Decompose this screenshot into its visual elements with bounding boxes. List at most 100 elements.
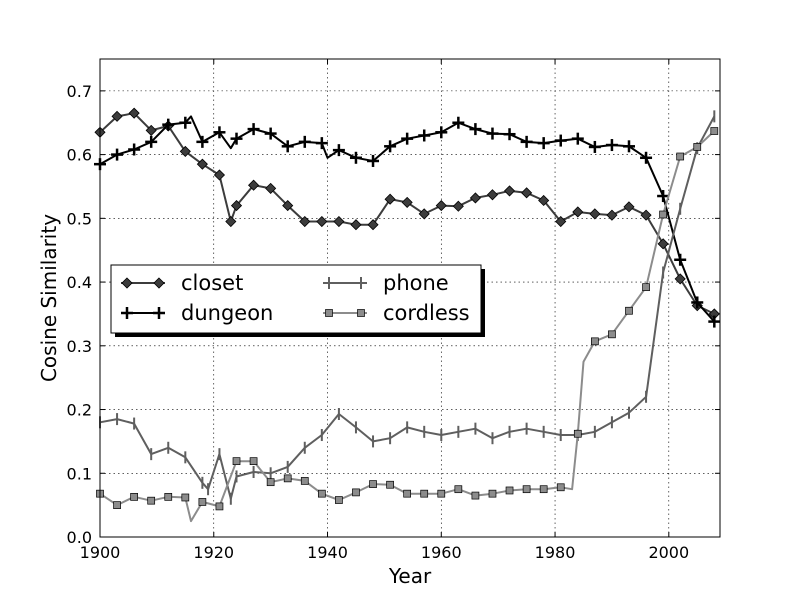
dungeon-marker: [588, 140, 601, 153]
plot-frame: [99, 58, 721, 538]
closet-marker: [486, 189, 499, 201]
cordless-marker: [471, 491, 480, 500]
cordless-marker: [522, 485, 531, 494]
cordless-marker: [556, 483, 565, 492]
dungeon-marker: [179, 116, 192, 129]
dungeon-marker: [571, 132, 584, 145]
closet-marker: [452, 200, 464, 212]
cordless-marker: [659, 210, 667, 219]
cordless-marker: [198, 498, 207, 506]
y-tick-label: 0.7: [67, 82, 92, 101]
dungeon-marker: [657, 190, 670, 203]
legend-swatch-marker: [153, 277, 165, 289]
dungeon-marker: [554, 134, 567, 147]
dungeon-marker: [605, 139, 618, 152]
legend-item-dungeon: dungeon: [121, 301, 273, 325]
cordless-marker: [130, 492, 138, 501]
closet-marker: [333, 215, 345, 228]
dungeon-marker: [230, 132, 243, 145]
dungeon-marker: [247, 123, 260, 136]
closet-marker: [196, 158, 208, 170]
cordless-marker: [625, 306, 633, 315]
legend-swatch-marker: [121, 277, 133, 289]
cordless-marker: [488, 489, 497, 498]
closet-marker: [299, 215, 311, 228]
legend-item-phone: phone: [323, 271, 449, 295]
dungeon-marker: [435, 126, 448, 139]
cordless-marker: [437, 489, 446, 498]
closet-marker: [503, 185, 516, 197]
cordless-marker: [420, 489, 429, 498]
legend-swatch-marker: [121, 307, 133, 319]
cordless-marker: [693, 143, 702, 151]
cordless-marker: [608, 330, 616, 339]
y-tick-label: 0.0: [67, 528, 92, 547]
legend-label: cordless: [383, 301, 470, 325]
ticks: 1900 1920 1940 1960 1980 2000 0.0 0.1 0.2 0.3 0.4 0…: [67, 59, 720, 562]
legend: closet dungeon phone cordless: [110, 264, 485, 337]
closet-marker: [589, 208, 601, 220]
dungeon-marker: [708, 315, 721, 328]
cordless-marker: [317, 489, 326, 498]
closet-marker: [213, 169, 226, 181]
legend-swatch-marker: [153, 307, 165, 319]
closet-marker: [367, 219, 379, 231]
closet-marker: [316, 215, 328, 228]
cordless-marker: [591, 337, 599, 346]
y-axis-label: Cosine Similarity: [37, 214, 61, 382]
dungeon-marker: [332, 144, 345, 157]
dungeon-marker: [520, 135, 533, 148]
legend-item-closet: closet: [121, 271, 243, 295]
closet-marker: [674, 273, 686, 285]
dungeon-marker: [367, 154, 380, 167]
legend-label: closet: [181, 271, 243, 295]
cordless-marker: [283, 474, 292, 483]
y-tick-label: 0.4: [67, 273, 92, 292]
legend-box: [110, 264, 482, 334]
x-tick-label: 1980: [535, 543, 576, 562]
dungeon-marker: [281, 140, 294, 153]
dungeon-marker: [537, 137, 550, 150]
cordless-marker: [505, 486, 514, 495]
cordless-marker: [676, 152, 685, 161]
dungeon-marker: [213, 126, 226, 139]
y-tick-label: 0.6: [67, 146, 92, 165]
cordless-line: [99, 130, 715, 523]
closet-marker: [111, 110, 123, 122]
cordless-marker: [164, 492, 173, 501]
y-tick-label: 0.5: [67, 209, 92, 228]
closet-marker: [401, 196, 413, 208]
closet-marker: [418, 208, 430, 220]
dungeon-marker: [418, 129, 431, 142]
cordless-marker: [454, 485, 463, 494]
x-tick-label: 1920: [193, 543, 234, 562]
legend-swatch-marker: [325, 309, 333, 317]
dungeon-marker: [469, 123, 482, 136]
closet-marker: [179, 145, 191, 157]
closet-marker: [128, 107, 140, 119]
x-axis-label: Year: [388, 564, 432, 588]
cordless-marker: [710, 127, 719, 135]
dungeon-marker: [452, 116, 465, 129]
dungeon-marker: [128, 143, 141, 156]
x-tick-label: 1900: [80, 543, 121, 562]
x-tick-label: 1960: [421, 543, 462, 562]
dungeon-line: [99, 115, 716, 323]
closet-marker: [265, 182, 277, 194]
y-tick-label: 0.2: [67, 401, 92, 420]
dungeon-marker: [401, 132, 414, 145]
legend-swatch-marker: [357, 309, 365, 317]
dungeon-marker: [674, 253, 687, 266]
cordless-marker: [215, 502, 224, 511]
dungeon-marker: [503, 128, 516, 141]
dungeon-marker: [298, 135, 311, 148]
cordless-marker: [403, 489, 412, 498]
series-dungeon: [94, 115, 721, 328]
x-tick-label: 1940: [307, 543, 348, 562]
dungeon-marker: [486, 127, 499, 140]
closet-marker: [145, 124, 157, 136]
dungeon-marker: [145, 135, 158, 148]
cordless-marker: [113, 501, 121, 509]
closet-marker: [248, 179, 260, 191]
